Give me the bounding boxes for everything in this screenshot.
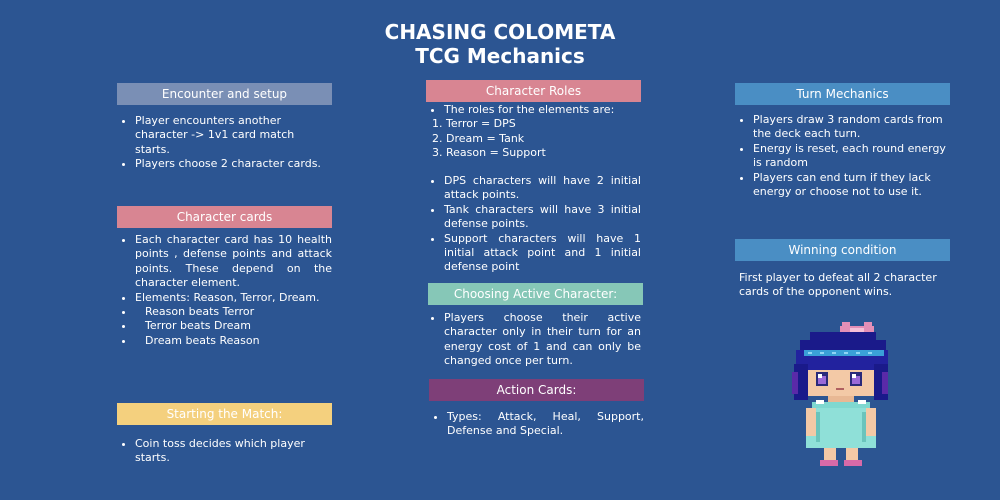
action-cards-header: Action Cards: (429, 379, 644, 401)
starting-match-header-label: Starting the Match: (166, 407, 283, 421)
turn-mechanics-header: Turn Mechanics (735, 83, 950, 105)
character-roles-item: Tank characters will have 3 initial defe… (444, 203, 641, 232)
turn-mechanics-body: Players draw 3 random cards from the dec… (735, 113, 950, 199)
character-cards-item: Each character card has 10 health points… (135, 233, 332, 291)
encounter-header: Encounter and setup (117, 83, 332, 105)
character-roles-item: Support characters will have 1 initial a… (444, 232, 641, 275)
role-line: 3. Reason = Support (432, 146, 546, 160)
encounter-body: Player encounters another character -> 1… (117, 114, 332, 172)
role-line: 2. Dream = Tank (432, 131, 525, 145)
character-roles-item: DPS characters will have 2 initial attac… (444, 174, 641, 203)
active-character-body: Players choose their active character on… (426, 311, 641, 369)
turn-mechanics-item: Players draw 3 random cards from the dec… (753, 113, 950, 142)
active-character-item: Players choose their active character on… (444, 311, 641, 369)
starting-match-item: Coin toss decides which player starts. (135, 437, 332, 466)
encounter-header-label: Encounter and setup (161, 87, 288, 101)
character-roles-header-label: Character Roles (485, 84, 582, 98)
starting-match-body: Coin toss decides which player starts. (117, 437, 332, 466)
character-cards-item: Reason beats Terror (135, 305, 332, 319)
starting-match-header: Starting the Match: (117, 403, 332, 425)
winning-text: First player to defeat all 2 character c… (739, 271, 937, 299)
active-character-header-label: Choosing Active Character: (453, 287, 618, 301)
encounter-item: Player encounters another character -> 1… (135, 114, 332, 157)
turn-mechanics-item: Players can end turn if they lack energy… (753, 171, 950, 200)
character-roles-header: Character Roles (426, 80, 641, 102)
character-cards-item: Dream beats Reason (135, 334, 332, 348)
character-cards-item: Elements: Reason, Terror, Dream. (135, 291, 332, 305)
character-cards-header: Character cards (117, 206, 332, 228)
character-cards-header-label: Character cards (176, 210, 273, 224)
title-line-1: CHASING COLOMETA (384, 20, 616, 44)
action-cards-body: Types: Attack, Heal, Support, Defense an… (429, 410, 644, 439)
character-cards-item: Terror beats Dream (135, 319, 332, 333)
action-cards-item: Types: Attack, Heal, Support, Defense an… (447, 410, 644, 439)
turn-mechanics-header-label: Turn Mechanics (796, 87, 889, 101)
page-title: CHASING COLOMETA TCG Mechanics (0, 20, 1000, 68)
action-cards-header-label: Action Cards: (496, 383, 577, 397)
character-roles-body: The roles for the elements are: 1. Terro… (426, 103, 641, 161)
character-cards-body: Each character card has 10 health points… (117, 233, 332, 348)
character-roles-stats: DPS characters will have 2 initial attac… (426, 174, 641, 275)
role-line: 1. Terror = DPS (432, 117, 516, 131)
turn-mechanics-item: Energy is reset, each round energy is ra… (753, 142, 950, 171)
winning-header: Winning condition (735, 239, 950, 261)
pixel-character-icon (792, 322, 888, 466)
winning-body: First player to defeat all 2 character c… (739, 271, 944, 300)
winning-header-label: Winning condition (788, 243, 897, 257)
title-line-2: TCG Mechanics (415, 44, 585, 68)
active-character-header: Choosing Active Character: (428, 283, 643, 305)
character-roles-intro: The roles for the elements are: (444, 103, 641, 117)
encounter-item: Players choose 2 character cards. (135, 157, 332, 171)
